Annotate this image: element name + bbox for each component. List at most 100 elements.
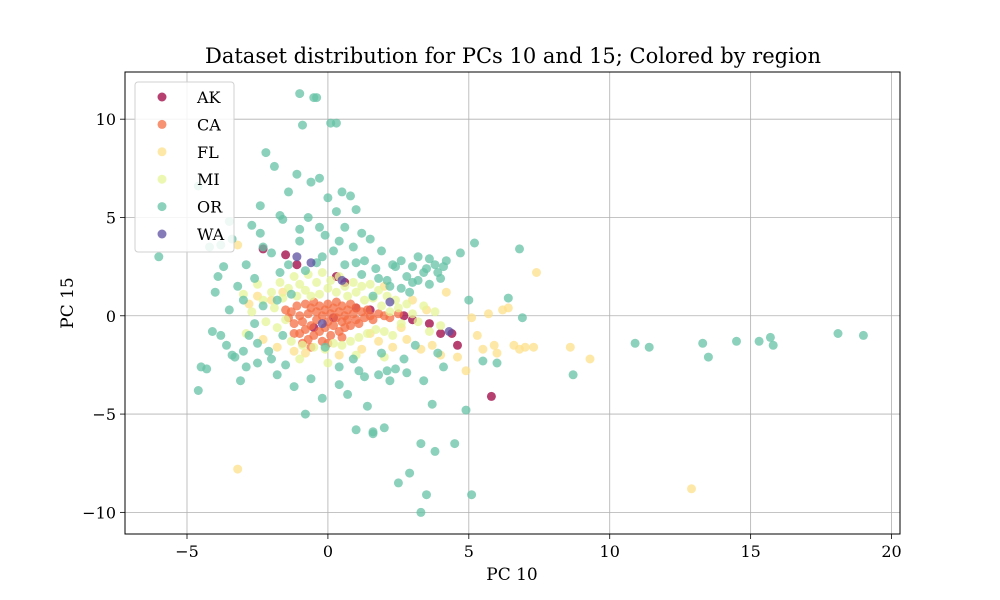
data-point-mi <box>351 287 361 297</box>
data-point-or <box>413 252 423 262</box>
data-point-mi <box>298 340 307 350</box>
data-point-mi <box>281 315 291 325</box>
legend-marker-mi <box>157 174 167 184</box>
data-point-or <box>413 275 423 285</box>
data-point-mi <box>436 321 446 331</box>
data-point-or <box>515 244 524 254</box>
y-tick-label: −5 <box>92 405 116 424</box>
data-point-or <box>300 266 310 276</box>
data-point-ak <box>436 329 446 338</box>
data-point-or <box>427 399 437 409</box>
data-point-fl <box>289 346 299 356</box>
data-point-fl <box>441 287 451 297</box>
axis-ticks: −5 0 5 10 15 20 −10 −5 0 5 10 <box>82 110 901 561</box>
data-point-fl <box>484 309 493 319</box>
data-point-or <box>334 236 344 246</box>
data-point-fl <box>492 348 502 358</box>
data-point-ca <box>346 321 355 331</box>
data-point-or <box>430 446 440 456</box>
x-tick-label: 20 <box>881 542 901 561</box>
data-point-or <box>193 386 203 395</box>
data-point-mi <box>267 287 276 297</box>
data-point-or <box>405 287 415 297</box>
data-point-or <box>858 330 868 340</box>
data-point-wa <box>385 297 395 307</box>
data-point-mi <box>312 277 322 287</box>
data-point-or <box>306 374 316 384</box>
data-point-or <box>360 256 369 266</box>
data-point-or <box>393 478 403 488</box>
data-point-wa <box>306 258 316 268</box>
data-point-or <box>416 507 426 517</box>
data-point-fl <box>687 484 696 494</box>
data-point-mi <box>393 303 403 313</box>
data-point-mi <box>385 307 395 317</box>
data-point-or <box>315 173 324 183</box>
data-point-mi <box>323 358 333 368</box>
data-point-or <box>391 364 400 374</box>
data-point-mi <box>331 287 341 297</box>
data-point-ca <box>337 332 347 342</box>
data-point-or <box>461 405 471 415</box>
data-point-or <box>295 236 305 246</box>
data-point-or <box>703 352 713 362</box>
data-point-mi <box>306 291 316 301</box>
data-point-or <box>503 293 513 303</box>
data-point-ak <box>424 319 434 329</box>
data-point-or <box>754 336 764 346</box>
data-point-mi <box>300 285 310 295</box>
data-point-or <box>768 340 778 350</box>
data-point-mi <box>275 277 285 287</box>
data-point-or <box>250 273 260 283</box>
data-point-or <box>450 439 460 449</box>
data-point-mi <box>295 354 305 364</box>
data-point-mi <box>337 340 347 350</box>
data-point-or <box>362 401 372 411</box>
series-wa <box>292 252 454 336</box>
data-point-or <box>202 364 212 374</box>
data-point-or <box>275 268 285 277</box>
data-point-or <box>255 201 265 211</box>
series-or <box>154 89 868 517</box>
data-point-mi <box>315 289 324 299</box>
data-point-or <box>272 295 282 305</box>
data-point-ca <box>368 315 378 325</box>
data-point-or <box>289 382 299 392</box>
data-point-or <box>244 330 254 340</box>
data-point-fl <box>478 344 488 354</box>
data-point-fl <box>472 330 482 340</box>
data-point-or <box>219 262 229 272</box>
data-point-mi <box>326 275 336 285</box>
data-point-or <box>385 281 395 291</box>
data-point-or <box>241 260 251 270</box>
data-point-wa <box>317 319 327 329</box>
x-tick-label: 10 <box>600 542 620 561</box>
data-point-ca <box>354 319 364 329</box>
legend-label-fl: FL <box>197 143 219 162</box>
data-point-or <box>331 118 341 128</box>
data-point-fl <box>503 303 513 313</box>
data-point-or <box>264 346 274 356</box>
data-point-fl <box>585 354 595 364</box>
data-point-or <box>351 258 361 268</box>
data-point-ca <box>329 321 338 331</box>
x-axis-label: PC 10 <box>486 565 537 585</box>
data-point-or <box>433 348 443 358</box>
data-point-or <box>419 376 429 386</box>
data-point-mi <box>295 279 305 289</box>
data-point-or <box>306 177 316 187</box>
data-point-fl <box>489 340 499 350</box>
legend-marker-ak <box>157 92 167 102</box>
data-point-or <box>377 348 386 358</box>
x-tick-label: 5 <box>464 542 474 561</box>
data-point-fl <box>357 344 367 354</box>
data-point-fl <box>272 342 282 352</box>
data-point-or <box>298 120 307 130</box>
data-point-mi <box>343 291 353 301</box>
data-point-mi <box>354 332 364 342</box>
data-point-or <box>284 187 293 197</box>
data-point-or <box>357 270 367 279</box>
data-point-fl <box>233 240 243 250</box>
data-point-fl <box>300 348 310 358</box>
